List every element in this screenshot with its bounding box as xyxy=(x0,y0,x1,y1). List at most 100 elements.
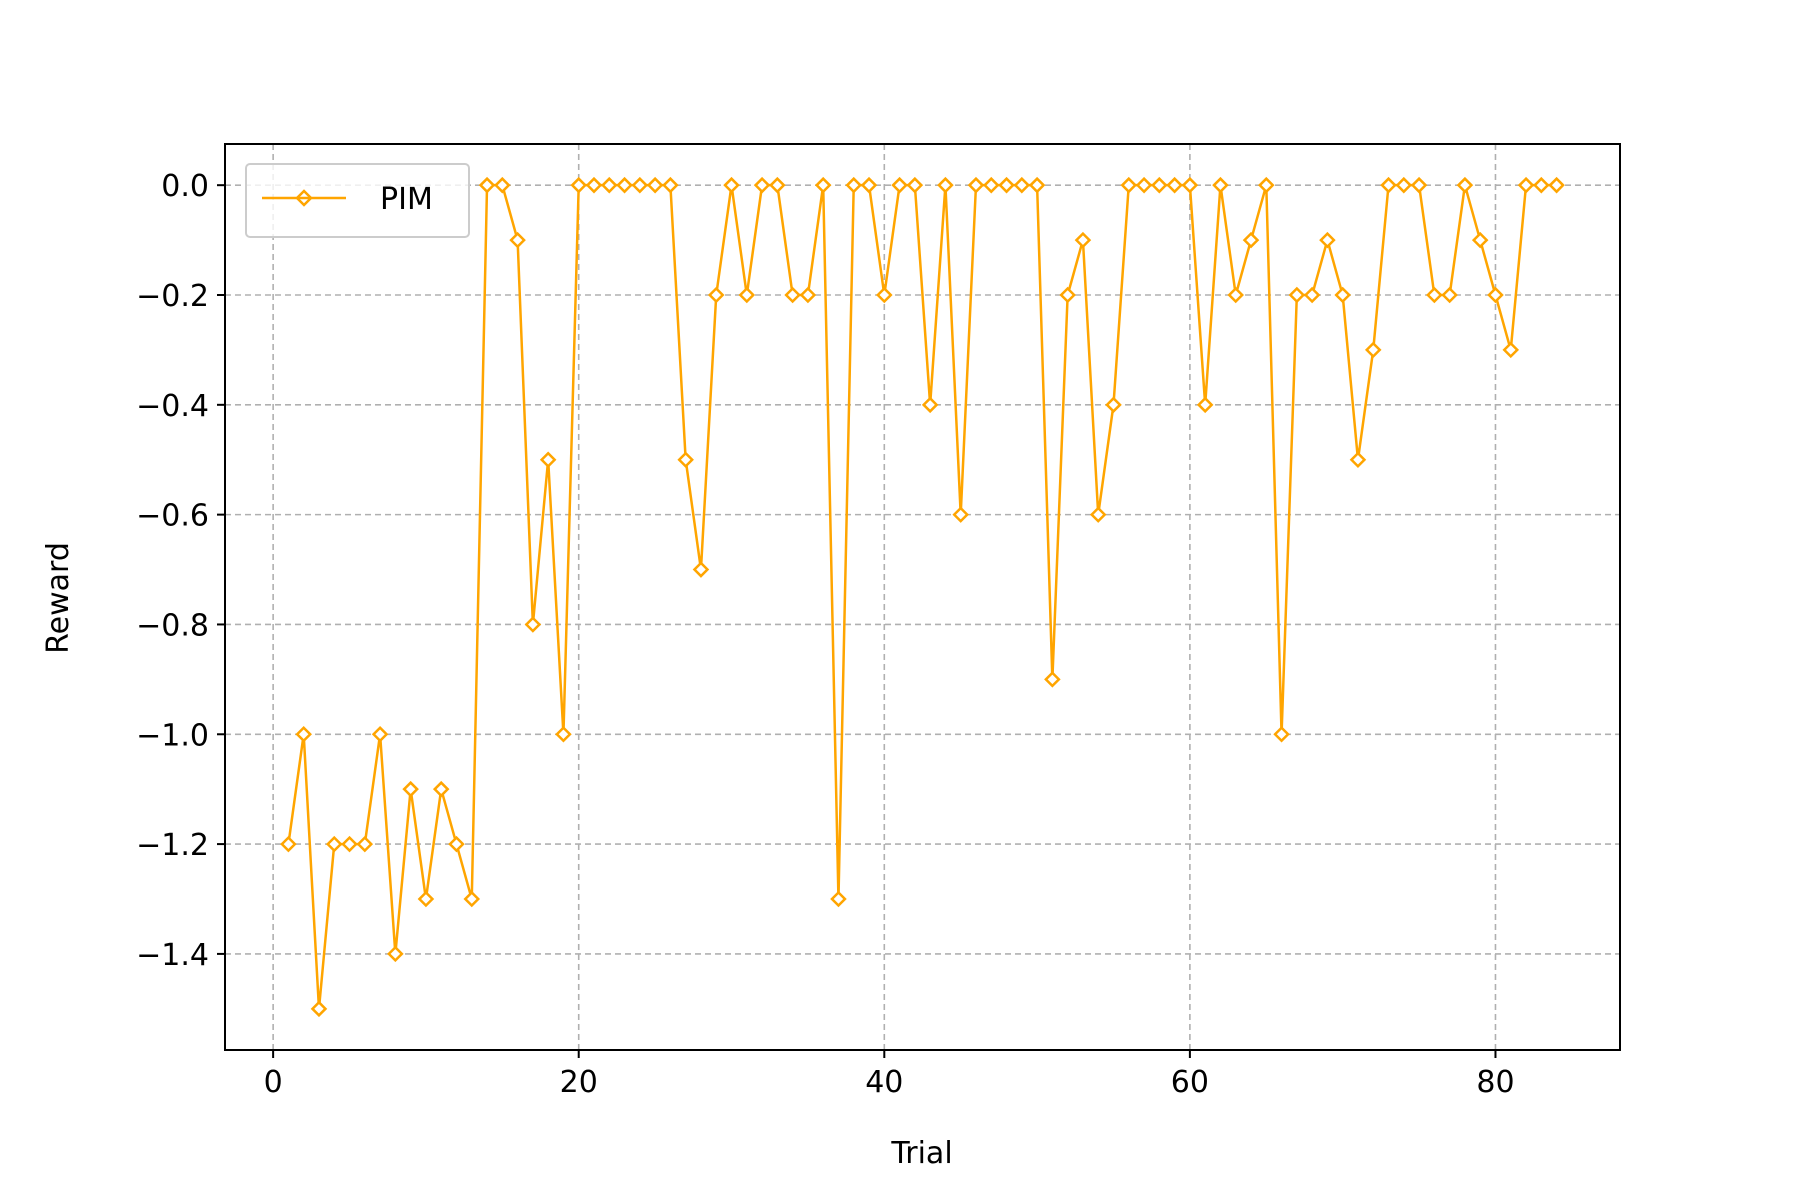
y-tick-label: 0.0 xyxy=(161,169,209,204)
data-point-marker xyxy=(1364,341,1382,359)
data-point-marker xyxy=(280,835,297,853)
y-tick-label: −1.4 xyxy=(136,938,209,973)
data-point-marker xyxy=(616,176,633,194)
series-layer xyxy=(280,176,1565,1018)
data-point-marker xyxy=(371,726,389,743)
data-point-marker xyxy=(1441,286,1458,304)
data-point-marker xyxy=(845,176,863,194)
data-point-marker xyxy=(1456,176,1474,194)
data-point-marker xyxy=(310,1000,328,1018)
data-point-marker xyxy=(631,176,649,194)
y-tick-label: −0.2 xyxy=(136,279,209,314)
x-tick-label: 0 xyxy=(264,1065,283,1100)
data-point-marker xyxy=(325,835,343,853)
data-point-marker xyxy=(799,286,817,304)
data-point-marker xyxy=(1334,286,1351,304)
data-point-marker xyxy=(1151,176,1168,194)
x-axis: 0 20 40 60 80 xyxy=(264,1050,1515,1100)
x-tick-label: 40 xyxy=(865,1065,903,1100)
legend-marker-diamond-icon xyxy=(295,189,313,207)
data-point-marker xyxy=(1471,231,1489,249)
y-tick-label: −1.2 xyxy=(136,828,209,863)
data-point-marker xyxy=(723,176,740,194)
data-point-marker xyxy=(356,835,374,853)
data-point-marker xyxy=(1120,176,1138,194)
x-axis-label: Trial xyxy=(890,1136,952,1171)
data-point-marker xyxy=(784,286,801,304)
x-tick-label: 60 xyxy=(1171,1065,1209,1100)
data-point-marker xyxy=(921,396,939,414)
data-point-marker xyxy=(1533,176,1550,194)
data-point-marker xyxy=(432,780,450,798)
y-axis-label: Reward xyxy=(41,542,76,654)
data-point-marker xyxy=(876,286,893,304)
data-point-marker xyxy=(1349,451,1367,468)
data-point-marker xyxy=(1059,286,1076,304)
data-point-marker xyxy=(387,945,404,963)
data-point-marker xyxy=(830,890,847,908)
y-tick-label: −0.8 xyxy=(136,608,209,643)
data-point-marker xyxy=(570,176,587,194)
data-point-marker xyxy=(677,451,694,468)
data-point-marker xyxy=(1502,341,1520,359)
legend: PIM xyxy=(245,163,470,238)
data-point-marker xyxy=(585,176,603,194)
data-point-marker xyxy=(1273,726,1290,743)
data-point-marker xyxy=(967,176,985,194)
data-point-marker xyxy=(295,726,312,743)
data-point-marker xyxy=(1319,231,1336,249)
y-tick-label: −0.6 xyxy=(136,499,209,534)
data-point-marker xyxy=(1548,176,1565,194)
data-point-marker xyxy=(1044,671,1061,688)
data-point-marker xyxy=(1105,396,1122,414)
data-point-marker xyxy=(1212,176,1229,194)
data-point-marker xyxy=(601,176,618,194)
x-tick-label: 80 xyxy=(1476,1065,1514,1100)
data-point-marker xyxy=(1487,286,1504,304)
data-point-marker xyxy=(1426,286,1443,304)
data-point-marker xyxy=(753,176,771,194)
data-point-marker xyxy=(769,176,786,194)
y-axis: 0.0 −0.2 −0.4 −0.6 −0.8 −1.0 −1.2 −1.4 xyxy=(136,169,225,973)
data-point-marker xyxy=(1135,176,1153,194)
data-point-marker xyxy=(998,176,1015,194)
data-point-marker xyxy=(1074,231,1092,249)
data-point-marker xyxy=(1196,396,1214,414)
data-point-marker xyxy=(1303,286,1321,304)
data-point-marker xyxy=(1181,176,1199,194)
data-point-marker xyxy=(448,835,465,853)
data-point-marker xyxy=(692,561,710,578)
data-point-marker xyxy=(738,286,756,304)
x-tick-label: 20 xyxy=(560,1065,598,1100)
data-point-marker xyxy=(814,176,832,194)
data-point-marker xyxy=(1028,176,1046,194)
data-point-marker xyxy=(1288,286,1306,304)
data-point-marker xyxy=(1089,506,1107,523)
data-point-marker xyxy=(646,176,664,194)
data-point-marker xyxy=(402,780,419,798)
data-point-marker xyxy=(1395,176,1413,194)
data-point-marker xyxy=(1227,286,1244,304)
data-point-marker xyxy=(1258,176,1275,194)
data-point-marker xyxy=(1166,176,1183,194)
data-point-marker xyxy=(982,176,1000,194)
data-point-marker xyxy=(463,890,481,908)
data-point-marker xyxy=(478,176,496,194)
data-point-marker xyxy=(1242,231,1260,249)
data-point-marker xyxy=(707,286,725,304)
data-point-marker xyxy=(494,176,511,194)
data-point-marker xyxy=(555,726,572,743)
data-point-marker xyxy=(860,176,878,194)
data-point-marker xyxy=(417,890,435,908)
data-point-marker xyxy=(906,176,924,194)
data-point-marker xyxy=(952,506,969,523)
y-tick-label: −0.4 xyxy=(136,389,209,424)
data-point-marker xyxy=(1380,176,1397,194)
data-point-marker xyxy=(662,176,679,194)
data-point-marker xyxy=(539,451,557,468)
data-point-marker xyxy=(509,231,526,249)
data-point-marker xyxy=(341,835,358,853)
data-point-marker xyxy=(1013,176,1031,194)
data-point-marker xyxy=(524,616,542,633)
